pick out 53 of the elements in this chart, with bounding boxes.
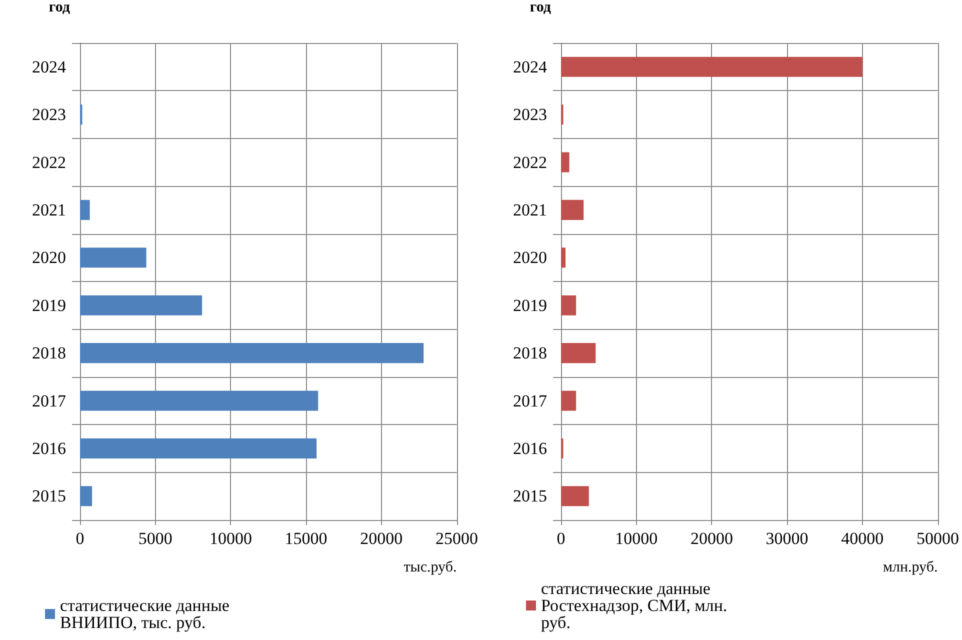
bar [561, 248, 566, 268]
y-tick-label: 2019 [32, 296, 66, 315]
y-tick-label: 2020 [32, 248, 66, 268]
y-tick-label: 2024 [513, 57, 548, 76]
y-tick-label: 2021 [32, 200, 66, 220]
bar [561, 343, 596, 364]
bar [80, 438, 317, 458]
y-tick-label: 2017 [32, 391, 66, 410]
y-tick-label: 2019 [513, 296, 547, 315]
bar [80, 200, 90, 220]
y-axis-title: год [530, 0, 552, 16]
y-tick-label: 2015 [32, 486, 66, 506]
y-tick-label: 2024 [32, 57, 66, 76]
bar [561, 200, 584, 220]
y-tick-label: 2023 [513, 105, 547, 124]
x-tick-label: 20000 [690, 529, 733, 548]
bar [561, 486, 589, 506]
bar [80, 343, 424, 364]
x-tick-label: 50000 [916, 529, 959, 548]
x-tick-label: 15000 [284, 529, 328, 548]
legend-label: статистические данные ВНИИПО, тыс. руб. [60, 596, 234, 632]
y-tick-label: 2020 [513, 248, 547, 268]
x-tick-label: 10000 [615, 529, 658, 548]
y-tick-label: 2016 [513, 438, 547, 458]
y-tick-label: 2021 [513, 200, 547, 220]
y-tick-label: 2022 [32, 152, 66, 172]
y-tick-label: 2017 [513, 391, 548, 410]
y-tick-label: 2015 [513, 486, 547, 506]
x-tick-label: 10000 [209, 529, 252, 548]
y-axis-title: год [48, 0, 70, 16]
bar [80, 248, 146, 268]
y-tick-label: 2023 [32, 105, 66, 124]
x-tick-label: 0 [76, 529, 84, 548]
x-tick-label: 5000 [138, 529, 172, 548]
legend-label: статистические данные Ростехнадзор, СМИ, млн. руб. [541, 579, 732, 632]
x-axis-title: тыс.руб. [404, 560, 457, 576]
y-tick-label: 2018 [513, 344, 547, 363]
bar [80, 295, 202, 316]
x-tick-label: 20000 [360, 529, 403, 548]
y-tick-label: 2016 [32, 438, 66, 458]
bar [80, 390, 318, 411]
bar [561, 56, 862, 77]
bar [561, 152, 570, 172]
y-tick-label: 2018 [32, 344, 66, 363]
bar [80, 486, 92, 506]
x-tick-label: 30000 [766, 529, 808, 548]
y-tick-label: 2022 [513, 152, 547, 172]
x-axis-title: млн.руб. [883, 560, 938, 576]
x-tick-label: 40000 [841, 529, 884, 548]
x-tick-label: 25000 [436, 529, 478, 548]
bar [561, 295, 576, 316]
x-tick-label: 0 [556, 529, 566, 548]
bar [561, 390, 576, 411]
